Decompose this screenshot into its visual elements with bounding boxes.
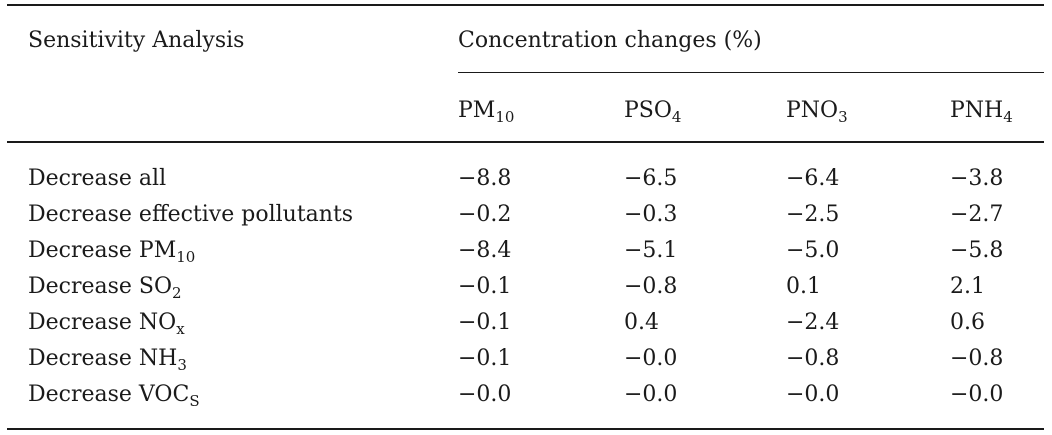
- column-header-pno3: PNO3: [786, 98, 848, 126]
- header-group: Concentration changes (%): [458, 28, 762, 53]
- table-cell: 0.1: [786, 274, 821, 299]
- column-header-pnh4: PNH4: [950, 98, 1013, 126]
- table-cell: −8.4: [458, 238, 512, 263]
- table-cell: −0.0: [624, 382, 678, 407]
- row-label: Decrease SO2: [28, 274, 182, 302]
- table-cell: −0.2: [458, 202, 512, 227]
- table-cell: −8.8: [458, 166, 512, 191]
- table-cell: −3.8: [950, 166, 1004, 191]
- table-cell: −2.5: [786, 202, 840, 227]
- row-label: Decrease all: [28, 166, 167, 191]
- table-cell: −0.1: [458, 310, 512, 335]
- table-cell: −5.0: [786, 238, 840, 263]
- table-cell: −0.1: [458, 274, 512, 299]
- table-cell: −6.4: [786, 166, 840, 191]
- table-cell: −6.5: [624, 166, 678, 191]
- table-cell: −0.8: [624, 274, 678, 299]
- table-cell: −0.0: [786, 382, 840, 407]
- table-cell: −0.0: [950, 382, 1004, 407]
- table-cell: −0.8: [786, 346, 840, 371]
- table-cell: −2.4: [786, 310, 840, 335]
- group-underline: [458, 72, 1044, 73]
- bottom-rule: [7, 428, 1044, 430]
- table-cell: −5.1: [624, 238, 678, 263]
- table-cell: −0.0: [458, 382, 512, 407]
- column-header-pso4: PSO4: [624, 98, 682, 126]
- column-header-pm10: PM10: [458, 98, 515, 126]
- row-label: Decrease NH3: [28, 346, 187, 374]
- table-cell: 0.4: [624, 310, 659, 335]
- table-cell: −5.8: [950, 238, 1004, 263]
- table-cell: −0.3: [624, 202, 678, 227]
- table-cell: −0.0: [624, 346, 678, 371]
- table-cell: −0.8: [950, 346, 1004, 371]
- header-rule: [7, 141, 1044, 143]
- table-cell: −0.1: [458, 346, 512, 371]
- row-label: Decrease PM10: [28, 238, 196, 266]
- row-label: Decrease NOx: [28, 310, 185, 338]
- top-rule: [7, 4, 1044, 6]
- row-label: Decrease VOCS: [28, 382, 200, 410]
- row-label: Decrease effective pollutants: [28, 202, 354, 227]
- table-cell: 0.6: [950, 310, 985, 335]
- table-cell: −2.7: [950, 202, 1004, 227]
- header-title: Sensitivity Analysis: [28, 28, 245, 53]
- table-cell: 2.1: [950, 274, 985, 299]
